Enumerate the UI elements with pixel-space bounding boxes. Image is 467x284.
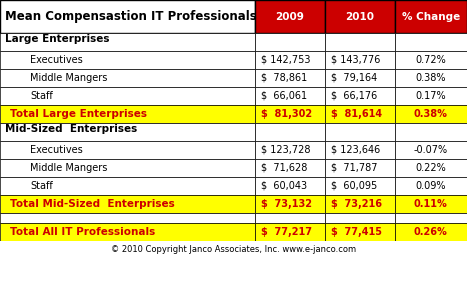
Text: $ 123,728: $ 123,728: [262, 145, 311, 155]
Text: $  71,787: $ 71,787: [331, 163, 377, 173]
Bar: [395, 69, 467, 87]
Bar: [255, 69, 325, 87]
Text: 0.72%: 0.72%: [416, 55, 446, 65]
Bar: [255, 105, 325, 123]
Text: 0.22%: 0.22%: [416, 163, 446, 173]
Bar: [0, 195, 255, 213]
Text: $  79,164: $ 79,164: [331, 73, 377, 83]
Text: Mid-Sized  Enterprises: Mid-Sized Enterprises: [5, 124, 137, 134]
Bar: [325, 177, 395, 195]
Text: Total Mid-Sized  Enterprises: Total Mid-Sized Enterprises: [10, 199, 175, 209]
Bar: [0, 223, 255, 241]
Bar: [395, 0, 467, 33]
Text: Executives: Executives: [30, 145, 83, 155]
Bar: [395, 159, 467, 177]
Bar: [0, 69, 255, 87]
Bar: [325, 159, 395, 177]
Bar: [255, 123, 325, 141]
Bar: [255, 195, 325, 213]
Bar: [325, 123, 395, 141]
Text: $  78,861: $ 78,861: [262, 73, 308, 83]
Bar: [325, 87, 395, 105]
Text: 0.38%: 0.38%: [416, 73, 446, 83]
Text: -0.07%: -0.07%: [414, 145, 448, 155]
Text: $  71,628: $ 71,628: [262, 163, 308, 173]
Text: 0.38%: 0.38%: [414, 109, 448, 119]
Bar: [255, 51, 325, 69]
Bar: [255, 159, 325, 177]
Text: 0.11%: 0.11%: [414, 199, 448, 209]
Text: $ 142,753: $ 142,753: [262, 55, 311, 65]
Bar: [395, 177, 467, 195]
Bar: [255, 33, 325, 51]
Bar: [255, 141, 325, 159]
Text: Middle Mangers: Middle Mangers: [30, 73, 107, 83]
Bar: [395, 141, 467, 159]
Text: $  73,132: $ 73,132: [262, 199, 312, 209]
Text: Staff: Staff: [30, 181, 53, 191]
Text: $  77,415: $ 77,415: [331, 227, 382, 237]
Text: $ 123,646: $ 123,646: [331, 145, 380, 155]
Bar: [395, 195, 467, 213]
Text: 0.09%: 0.09%: [416, 181, 446, 191]
Bar: [325, 105, 395, 123]
Text: % Change: % Change: [402, 11, 460, 22]
Bar: [395, 223, 467, 241]
Text: $  60,043: $ 60,043: [262, 181, 308, 191]
Text: Total All IT Professionals: Total All IT Professionals: [10, 227, 155, 237]
Bar: [255, 0, 325, 33]
Text: 0.17%: 0.17%: [416, 91, 446, 101]
Bar: [325, 0, 395, 33]
Text: 2009: 2009: [276, 11, 304, 22]
Bar: [255, 213, 325, 223]
Bar: [0, 105, 255, 123]
Bar: [325, 223, 395, 241]
Bar: [0, 177, 255, 195]
Bar: [395, 123, 467, 141]
Bar: [255, 177, 325, 195]
Bar: [325, 33, 395, 51]
Text: $  66,061: $ 66,061: [262, 91, 308, 101]
Bar: [0, 159, 255, 177]
Bar: [325, 213, 395, 223]
Text: Staff: Staff: [30, 91, 53, 101]
Text: $ 143,776: $ 143,776: [331, 55, 380, 65]
Bar: [325, 141, 395, 159]
Text: $  66,176: $ 66,176: [331, 91, 377, 101]
Bar: [325, 195, 395, 213]
Bar: [325, 51, 395, 69]
Bar: [0, 51, 255, 69]
Text: Mean Compensastion IT Professionals: Mean Compensastion IT Professionals: [5, 10, 257, 23]
Text: Middle Mangers: Middle Mangers: [30, 163, 107, 173]
Text: Total Large Enterprises: Total Large Enterprises: [10, 109, 147, 119]
Bar: [255, 87, 325, 105]
Bar: [0, 123, 255, 141]
Text: Large Enterprises: Large Enterprises: [5, 34, 109, 44]
Bar: [325, 69, 395, 87]
Bar: [395, 87, 467, 105]
Bar: [395, 33, 467, 51]
Bar: [255, 223, 325, 241]
Bar: [0, 33, 255, 51]
Text: $  77,217: $ 77,217: [262, 227, 312, 237]
Text: $  81,614: $ 81,614: [331, 109, 382, 119]
Bar: [395, 105, 467, 123]
Text: 2010: 2010: [345, 11, 374, 22]
Bar: [0, 0, 255, 33]
Text: © 2010 Copyright Janco Associates, Inc. www.e-janco.com: © 2010 Copyright Janco Associates, Inc. …: [111, 245, 356, 254]
Text: $  73,216: $ 73,216: [331, 199, 382, 209]
Bar: [0, 141, 255, 159]
Text: Executives: Executives: [30, 55, 83, 65]
Bar: [395, 51, 467, 69]
Text: $  81,302: $ 81,302: [262, 109, 312, 119]
Text: 0.26%: 0.26%: [414, 227, 448, 237]
Bar: [0, 241, 467, 259]
Bar: [395, 213, 467, 223]
Text: $  60,095: $ 60,095: [331, 181, 377, 191]
Bar: [0, 87, 255, 105]
Bar: [0, 213, 255, 223]
